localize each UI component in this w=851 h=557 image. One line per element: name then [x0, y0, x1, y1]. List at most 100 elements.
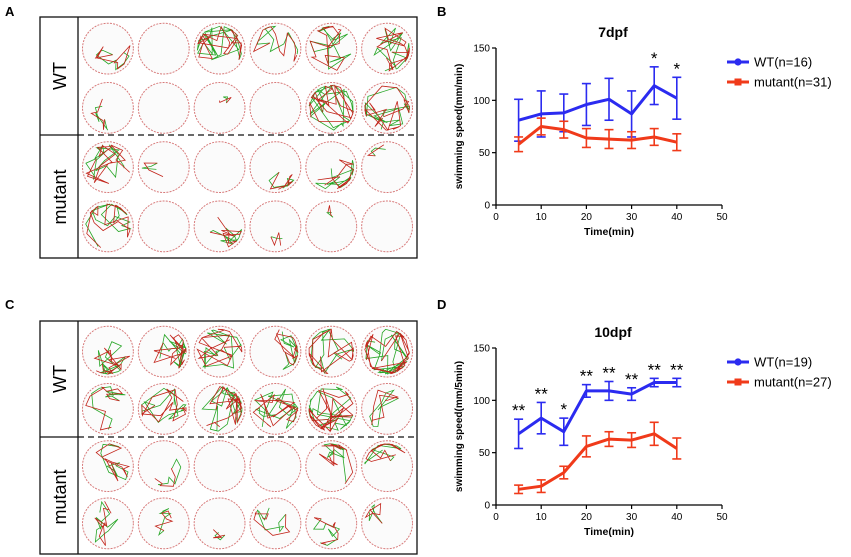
swim-track [202, 329, 242, 369]
well [305, 325, 358, 378]
swim-track [157, 458, 182, 486]
significance-marker: * [560, 400, 567, 419]
legend-marker [734, 378, 742, 386]
panel-c-wt-label: WT [50, 365, 70, 393]
well-outline [82, 22, 134, 75]
panel-letter: B [437, 4, 446, 19]
swim-track [309, 84, 354, 124]
well-outline [249, 440, 302, 493]
legend-label: WT(n=19) [754, 355, 812, 370]
series-line [517, 381, 677, 436]
swim-track [270, 232, 282, 247]
swim-track [314, 517, 339, 545]
well-outline [361, 440, 414, 493]
legend-marker [734, 358, 742, 366]
y-tick-label: 50 [479, 448, 491, 459]
swim-track [252, 26, 298, 62]
significance-marker: ** [535, 384, 549, 403]
well [249, 497, 302, 550]
swim-track [269, 172, 293, 190]
swim-track [196, 328, 243, 367]
y-tick-label: 0 [484, 201, 490, 212]
x-axis-label: Time(min) [584, 226, 634, 238]
well-outline [193, 497, 246, 550]
well [361, 382, 414, 435]
well-outline [137, 81, 190, 134]
swim-track [364, 330, 410, 375]
legend-marker [734, 78, 742, 86]
well [137, 382, 190, 435]
x-tick-label: 10 [536, 512, 548, 523]
x-tick-label: 40 [671, 512, 683, 523]
well [305, 200, 358, 253]
panel-c-wells [82, 325, 414, 550]
swim-track [100, 443, 129, 481]
significance-marker: * [651, 49, 658, 68]
swim-track [213, 529, 225, 539]
well-outline [193, 81, 246, 134]
chart-title: 10dpf [594, 324, 632, 340]
swim-track [312, 518, 341, 546]
well [361, 200, 414, 253]
swim-track [93, 347, 130, 375]
swim-track [85, 203, 132, 247]
swim-track [252, 393, 299, 428]
well-outline [82, 382, 134, 435]
swim-track [223, 96, 228, 104]
well-outline [82, 497, 134, 550]
well-outline [137, 141, 190, 194]
swim-track [209, 216, 242, 248]
well-outline [137, 22, 190, 75]
well-outline [361, 141, 414, 194]
y-tick-label: 0 [484, 501, 490, 512]
swim-track [317, 159, 354, 190]
x-tick-label: 50 [716, 512, 728, 523]
well [361, 81, 414, 134]
swim-track [86, 203, 131, 248]
y-axis-label: swimming speed(mm/5min) [454, 361, 465, 492]
x-tick-label: 40 [671, 212, 683, 223]
well [305, 382, 358, 435]
well [137, 141, 190, 194]
swim-track [310, 328, 354, 374]
well [82, 81, 134, 134]
swim-track [94, 501, 112, 546]
well [82, 382, 134, 435]
swim-track [364, 85, 410, 132]
well [249, 440, 302, 493]
well [305, 497, 358, 550]
series-line [517, 125, 678, 146]
well [305, 141, 358, 194]
panel-a-mutant-label: mutant [50, 169, 70, 224]
well-outline [193, 440, 246, 493]
well [249, 22, 302, 75]
swim-track [371, 389, 399, 426]
well [137, 81, 190, 134]
well-outline [249, 200, 302, 253]
well [137, 22, 190, 75]
well [305, 440, 358, 493]
series [514, 117, 682, 153]
well [249, 382, 302, 435]
panel-c-mutant-label: mutant [50, 469, 70, 524]
swim-track [90, 98, 105, 130]
well [361, 325, 414, 378]
well-outline [361, 200, 414, 253]
significance-marker: ** [512, 401, 526, 420]
significance-marker: ** [580, 367, 594, 386]
swim-track [94, 500, 119, 543]
x-tick-label: 30 [626, 512, 638, 523]
swim-track [85, 144, 130, 184]
swim-track [373, 27, 410, 72]
well [193, 141, 246, 194]
well [249, 81, 302, 134]
swim-track [308, 328, 354, 374]
well-outline [361, 497, 414, 550]
swim-track [309, 25, 346, 71]
well [361, 141, 414, 194]
swim-track [143, 162, 164, 177]
series-line [518, 84, 678, 122]
panel-letter: D [437, 297, 446, 312]
significance-marker: ** [670, 360, 684, 379]
